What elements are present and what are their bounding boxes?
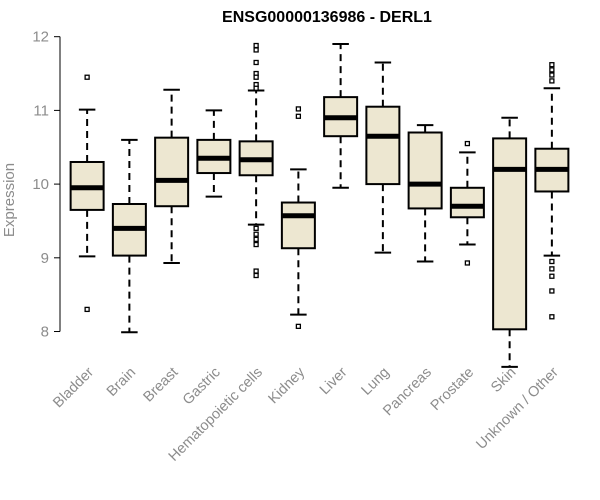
outlier-point	[464, 140, 471, 147]
outlier-point	[464, 260, 471, 266]
outlier-point	[549, 314, 555, 320]
y-tick-label: 9	[41, 250, 49, 267]
outlier-point	[549, 266, 555, 272]
category-label: Skin	[488, 365, 519, 396]
outlier-point	[253, 42, 259, 49]
box-iqr	[449, 186, 485, 219]
outlier-point	[253, 236, 259, 243]
y-axis: 8 9 10 11 12	[32, 29, 61, 341]
outlier-point	[295, 113, 302, 119]
outlier-point	[549, 258, 555, 265]
box-iqr	[280, 201, 316, 250]
outlier-point	[549, 62, 555, 68]
y-tick-label: 10	[32, 176, 49, 193]
chart-title: ENSG00000136986 - DERL1	[222, 9, 432, 26]
category-label: Unknown / Other	[473, 364, 561, 452]
outlier-point	[253, 59, 259, 66]
box-brain	[111, 138, 147, 334]
outlier-point	[253, 47, 259, 53]
y-tick-label: 8	[41, 324, 49, 341]
box-lung	[365, 61, 401, 254]
outlier-point	[253, 268, 259, 274]
outlier-point	[549, 67, 555, 73]
outlier-point	[253, 231, 259, 237]
outlier-point	[253, 241, 259, 248]
outlier-point	[84, 74, 90, 80]
box-iqr	[365, 105, 401, 186]
outlier-point	[295, 323, 302, 330]
outlier-point	[549, 78, 555, 84]
outlier-point	[84, 306, 90, 313]
outlier-point	[549, 273, 555, 279]
outlier-point	[253, 225, 259, 231]
category-label: Lung	[359, 365, 393, 399]
outlier-point	[295, 106, 302, 112]
category-label: Breast	[140, 365, 181, 406]
box-iqr	[154, 136, 190, 208]
outlier-point	[549, 288, 555, 294]
box-bladder	[69, 74, 105, 313]
outlier-point	[253, 272, 259, 279]
box-pancreas	[407, 124, 443, 263]
box-kidney	[280, 106, 316, 330]
box-liver	[323, 43, 359, 189]
box-unknown-other	[534, 62, 570, 320]
category-label: Bladder	[50, 364, 97, 411]
y-axis-title: Expression	[1, 163, 18, 237]
boxes-group	[69, 42, 570, 368]
category-label: Kidney	[266, 364, 309, 407]
category-label: Brain	[104, 365, 139, 400]
category-label: Prostate	[428, 365, 477, 414]
y-tick-label: 12	[32, 29, 49, 46]
box-skin	[492, 116, 528, 368]
outlier-point	[253, 74, 259, 80]
y-tick-label: 11	[33, 102, 49, 119]
outlier-point	[549, 72, 555, 78]
box-iqr	[407, 131, 443, 210]
box-gastric	[196, 109, 232, 198]
box-prostate	[449, 140, 485, 266]
box-breast	[154, 88, 190, 264]
box-hematopoietic-cells	[238, 42, 274, 279]
outlier-point	[253, 85, 259, 91]
category-label: Liver	[317, 364, 351, 398]
